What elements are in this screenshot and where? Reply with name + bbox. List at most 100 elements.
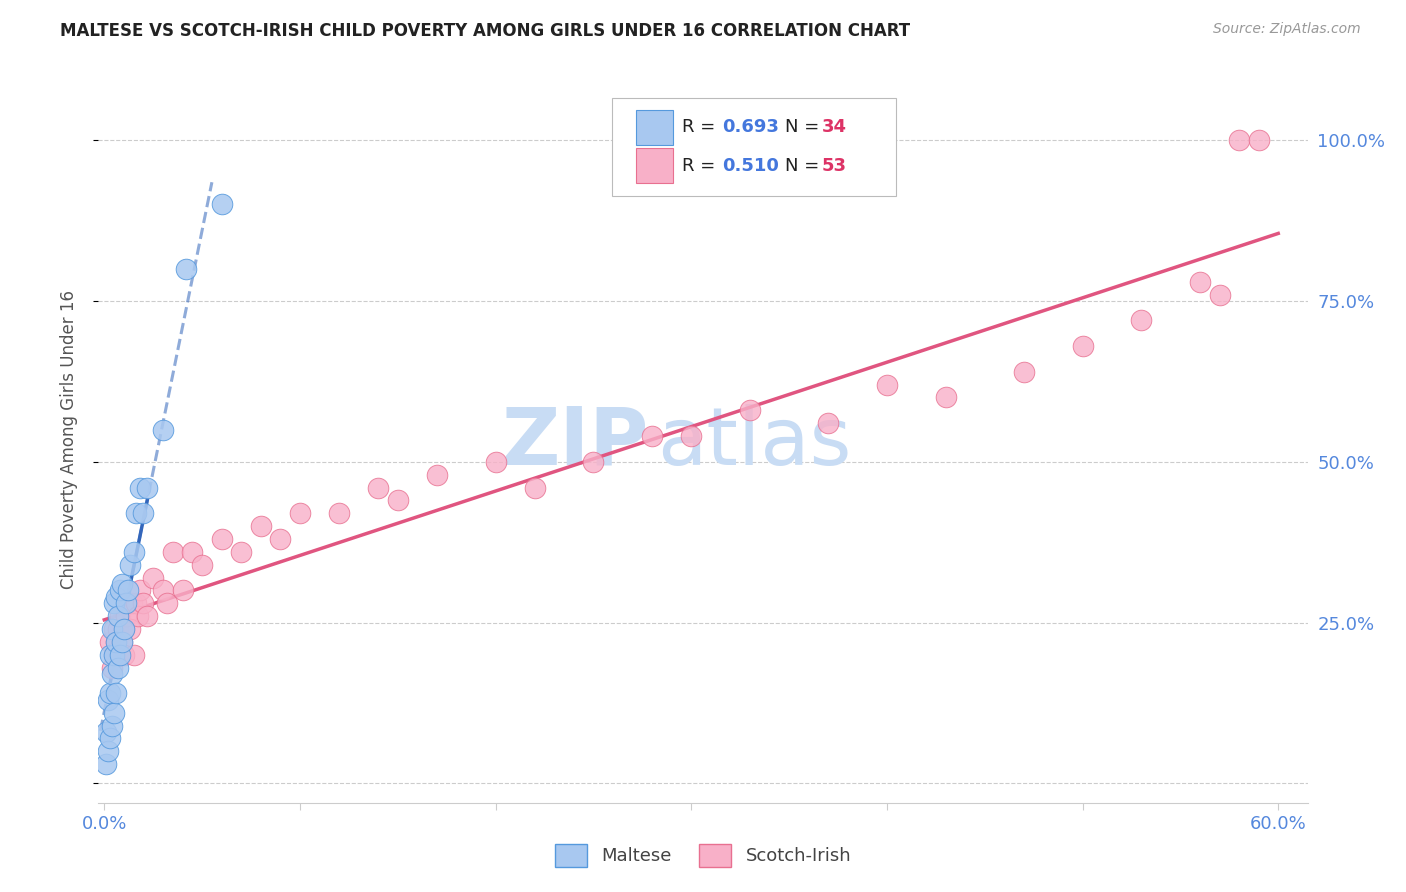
Point bbox=[103, 648, 125, 662]
Point bbox=[108, 609, 131, 624]
Point bbox=[191, 558, 214, 572]
Point bbox=[96, 725, 118, 739]
Point bbox=[1208, 287, 1230, 301]
Point bbox=[122, 545, 145, 559]
Point bbox=[132, 506, 155, 520]
Point bbox=[122, 648, 145, 662]
FancyBboxPatch shape bbox=[613, 97, 897, 195]
Point bbox=[105, 686, 128, 700]
Point bbox=[101, 661, 124, 675]
Point bbox=[111, 635, 134, 649]
Point bbox=[107, 648, 129, 662]
Text: 53: 53 bbox=[821, 157, 846, 175]
Text: 0.510: 0.510 bbox=[723, 157, 779, 175]
Text: N =: N = bbox=[785, 119, 825, 136]
Point bbox=[1130, 313, 1153, 327]
Point bbox=[935, 391, 957, 405]
Point bbox=[103, 622, 125, 636]
Point bbox=[101, 622, 124, 636]
Point bbox=[367, 481, 389, 495]
Point bbox=[96, 757, 118, 772]
Point bbox=[111, 577, 134, 591]
Point bbox=[117, 596, 139, 610]
Point bbox=[98, 731, 121, 746]
Text: R =: R = bbox=[682, 157, 721, 175]
Point bbox=[288, 506, 311, 520]
Point bbox=[142, 571, 165, 585]
Point bbox=[108, 648, 131, 662]
Point bbox=[112, 622, 135, 636]
Point bbox=[107, 622, 129, 636]
Text: 0.693: 0.693 bbox=[723, 119, 779, 136]
Point bbox=[231, 545, 253, 559]
Text: 34: 34 bbox=[821, 119, 846, 136]
Point bbox=[172, 583, 194, 598]
Text: Source: ZipAtlas.com: Source: ZipAtlas.com bbox=[1213, 22, 1361, 37]
Point bbox=[98, 635, 121, 649]
Text: ZIP: ZIP bbox=[502, 404, 648, 482]
Point bbox=[484, 455, 506, 469]
Point bbox=[121, 596, 143, 610]
Text: MALTESE VS SCOTCH-IRISH CHILD POVERTY AMONG GIRLS UNDER 16 CORRELATION CHART: MALTESE VS SCOTCH-IRISH CHILD POVERTY AM… bbox=[60, 22, 911, 40]
Point bbox=[105, 635, 128, 649]
Point bbox=[128, 583, 150, 598]
Point bbox=[641, 429, 664, 443]
Point bbox=[211, 532, 233, 546]
Point bbox=[103, 596, 125, 610]
Point bbox=[876, 377, 898, 392]
Point bbox=[127, 609, 149, 624]
Point bbox=[101, 667, 124, 681]
Point bbox=[1188, 275, 1211, 289]
Point bbox=[387, 493, 409, 508]
FancyBboxPatch shape bbox=[637, 148, 672, 184]
Text: atlas: atlas bbox=[657, 404, 852, 482]
Point bbox=[124, 506, 146, 520]
Point bbox=[269, 532, 291, 546]
Point bbox=[162, 545, 184, 559]
Point bbox=[1227, 133, 1250, 147]
Point bbox=[112, 622, 135, 636]
Point bbox=[1071, 339, 1094, 353]
Point bbox=[118, 622, 141, 636]
Point bbox=[111, 635, 134, 649]
FancyBboxPatch shape bbox=[637, 110, 672, 145]
Point bbox=[176, 261, 198, 276]
Point bbox=[426, 467, 449, 482]
Point bbox=[112, 648, 135, 662]
Point bbox=[128, 481, 150, 495]
Point bbox=[97, 693, 120, 707]
Point bbox=[98, 686, 121, 700]
Point bbox=[105, 635, 128, 649]
Text: R =: R = bbox=[682, 119, 721, 136]
Point bbox=[101, 718, 124, 732]
Point bbox=[132, 596, 155, 610]
Point bbox=[523, 481, 546, 495]
Point bbox=[582, 455, 605, 469]
Point bbox=[817, 416, 839, 430]
Point bbox=[156, 596, 179, 610]
Point bbox=[738, 403, 761, 417]
Legend: Maltese, Scotch-Irish: Maltese, Scotch-Irish bbox=[547, 838, 859, 874]
Point bbox=[181, 545, 204, 559]
Point bbox=[114, 609, 136, 624]
Point bbox=[136, 481, 159, 495]
Text: N =: N = bbox=[785, 157, 825, 175]
Point bbox=[211, 197, 233, 211]
Point bbox=[124, 596, 146, 610]
Point bbox=[105, 590, 128, 604]
Y-axis label: Child Poverty Among Girls Under 16: Child Poverty Among Girls Under 16 bbox=[59, 290, 77, 589]
Point bbox=[1012, 365, 1035, 379]
Point bbox=[152, 583, 174, 598]
Point bbox=[108, 583, 131, 598]
Point bbox=[103, 706, 125, 720]
Point bbox=[1247, 133, 1270, 147]
Point bbox=[250, 519, 273, 533]
Point bbox=[117, 583, 139, 598]
Point bbox=[118, 558, 141, 572]
Point bbox=[152, 423, 174, 437]
Point bbox=[114, 596, 136, 610]
Point bbox=[103, 648, 125, 662]
Point bbox=[328, 506, 350, 520]
Point bbox=[97, 744, 120, 758]
Point bbox=[98, 648, 121, 662]
